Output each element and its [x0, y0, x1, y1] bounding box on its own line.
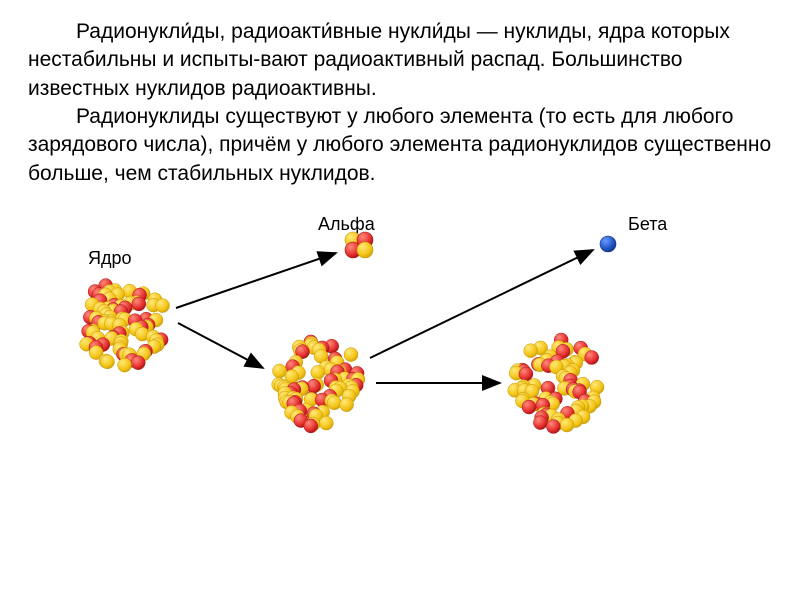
- paragraph-1: Радионукли́ды, радиоакти́вные нукли́ды —…: [28, 18, 772, 103]
- nucleus-daughter-1: [263, 328, 373, 438]
- arrow-nucleus-to-alpha: [176, 253, 336, 308]
- beta-particle: [596, 232, 620, 256]
- paragraph-2: Радионуклиды существуют у любого элемент…: [28, 103, 772, 188]
- body-text: Радионукли́ды, радиоакти́вные нукли́ды —…: [28, 18, 772, 188]
- decay-diagram: Ядро Альфа Бета: [28, 208, 772, 468]
- alpha-particle: [340, 226, 380, 266]
- nucleus-parent: [68, 268, 178, 378]
- nucleus-daughter-2: [503, 328, 613, 438]
- arrow-nucleus-to-daughter1: [178, 323, 263, 368]
